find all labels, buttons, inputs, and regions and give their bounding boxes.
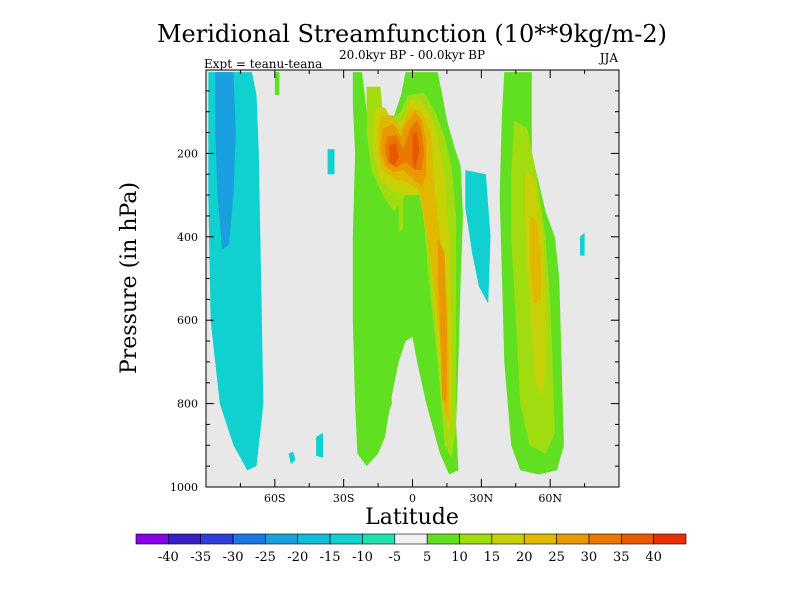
y-tick-label: 200 (177, 147, 198, 160)
contour-region-22 (389, 143, 399, 166)
y-tick-label: 800 (177, 398, 198, 411)
colorbar-swatch (362, 533, 396, 545)
contour-region-4 (316, 432, 323, 458)
colorbar: -40 -35 -30 -25 -20 -15 -10 -5 5 10 15 20 25 30 35 40 (135, 533, 687, 565)
colorbar-label: -15 (320, 550, 341, 565)
y-tick-label: 400 (177, 231, 198, 244)
colorbar-label: 40 (645, 550, 662, 565)
colorbar-swatch (556, 533, 590, 545)
chart-subtitle: 20.0kyr BP - 00.0kyr BP (339, 48, 485, 62)
colorbar-label: -25 (255, 550, 276, 565)
x-axis-label: Latitude (365, 505, 459, 530)
colorbar-label: 25 (548, 550, 565, 565)
contour-region-23 (412, 132, 420, 171)
colorbar-label: 10 (451, 550, 468, 565)
colorbar-swatch (491, 533, 525, 545)
colorbar-label: 20 (516, 550, 533, 565)
contour-region-7 (580, 232, 585, 256)
contour-region-13 (398, 186, 404, 233)
contour-region-11 (385, 353, 392, 417)
colorbar-swatch (297, 533, 331, 545)
colorbar-label: -35 (190, 550, 211, 565)
contour-region-18 (529, 215, 541, 304)
contour-region-17 (378, 107, 450, 425)
colorbar-label: 30 (581, 550, 598, 565)
x-tick-label: 30S (333, 492, 355, 505)
colorbar-swatch (329, 533, 363, 545)
colorbar-swatch (653, 533, 687, 545)
x-tick-label: 30N (470, 492, 494, 505)
colorbar-swatch (265, 533, 299, 545)
colorbar-label: 5 (423, 550, 431, 565)
colorbar-swatch (620, 533, 654, 545)
colorbar-swatch (135, 533, 169, 545)
colorbar-label: 35 (613, 550, 630, 565)
contour-region-2 (327, 149, 335, 175)
x-tick-label: 0 (409, 492, 416, 505)
y-tick-label: 1000 (170, 481, 198, 494)
chart-title: Meridional Streamfunction (10**9kg/m-2) (157, 20, 667, 48)
contour-region-20 (437, 236, 447, 404)
experiment-label: Expt = teanu-teana (204, 57, 322, 71)
colorbar-label: -30 (223, 550, 244, 565)
colorbar-swatch (394, 533, 428, 545)
colorbar-swatch (426, 533, 460, 545)
colorbar-swatch (459, 533, 493, 545)
colorbar-swatch (588, 533, 622, 545)
contour-region-1 (215, 72, 236, 250)
y-axis-label: Pressure (in hPa) (117, 182, 142, 374)
colorbar-label: -10 (352, 550, 373, 565)
contour-region-3 (288, 451, 296, 465)
colorbar-swatch (200, 533, 234, 545)
x-axis-ticks: 60S 30S 0 30N 60N (239, 70, 586, 505)
contour-regions (208, 72, 585, 475)
colorbar-label: 15 (484, 550, 501, 565)
x-tick-label: 60S (264, 492, 286, 505)
colorbar-label: -20 (287, 550, 308, 565)
contour-region-8 (274, 72, 280, 95)
season-label: JJA (598, 51, 619, 65)
y-tick-label: 600 (177, 314, 198, 327)
colorbar-swatch (168, 533, 202, 545)
colorbar-label: -40 (158, 550, 179, 565)
x-tick-label: 60N (538, 492, 562, 505)
colorbar-swatch (523, 533, 557, 545)
colorbar-label: -5 (388, 550, 401, 565)
contour-region-6 (465, 170, 491, 304)
colorbar-swatch (232, 533, 266, 545)
y-axis-ticks: 200 400 600 800 1000 (170, 90, 619, 494)
